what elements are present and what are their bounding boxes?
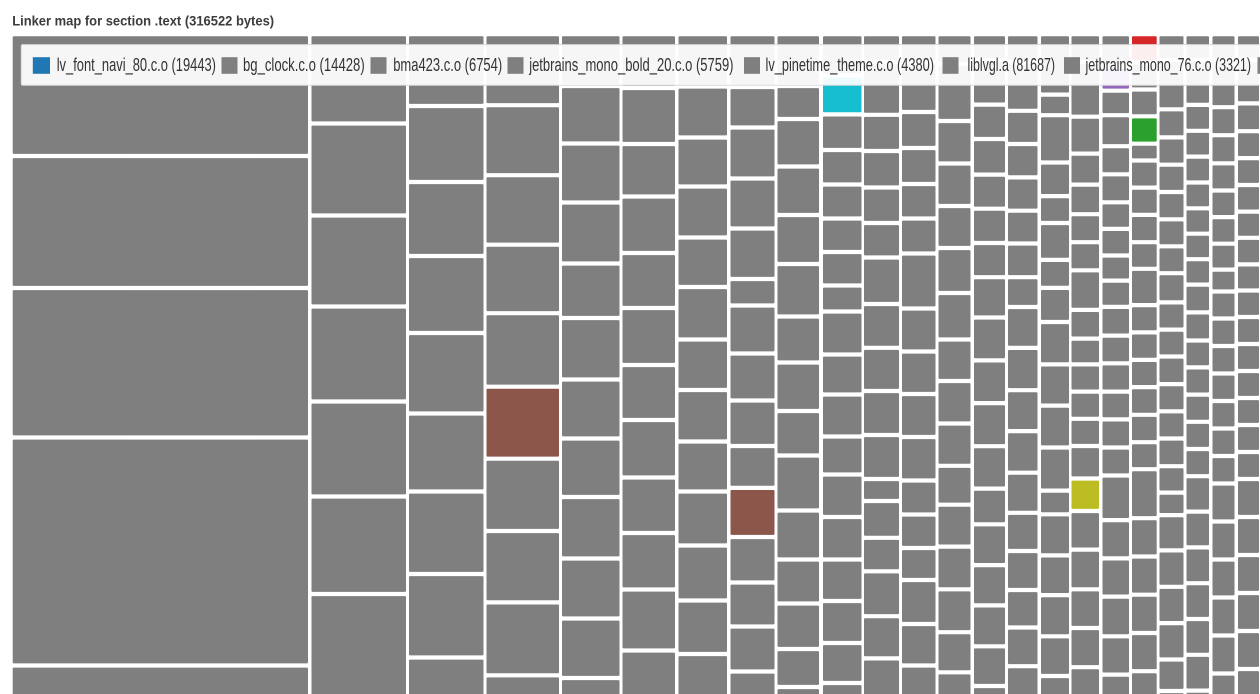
svg-text:jetbrains_mono_76.c.o (3321): jetbrains_mono_76.c.o (3321) [1085,54,1251,76]
svg-text:liblvgl.a (81687): liblvgl.a (81687) [968,54,1056,75]
svg-text:lv_font_navi_80.c.o (19443): lv_font_navi_80.c.o (19443) [57,54,216,76]
svg-text:bma423.c.o (6754): bma423.c.o (6754) [393,54,502,75]
svg-text:bg_clock.c.o (14428): bg_clock.c.o (14428) [243,54,365,76]
svg-text:lv_pinetime_theme.c.o (4380): lv_pinetime_theme.c.o (4380) [766,54,935,76]
svg-text:Linker map for section .text (: Linker map for section .text (316522 byt… [12,13,274,29]
svg-text:jetbrains_mono_bold_20.c.o (57: jetbrains_mono_bold_20.c.o (5759) [528,54,733,76]
